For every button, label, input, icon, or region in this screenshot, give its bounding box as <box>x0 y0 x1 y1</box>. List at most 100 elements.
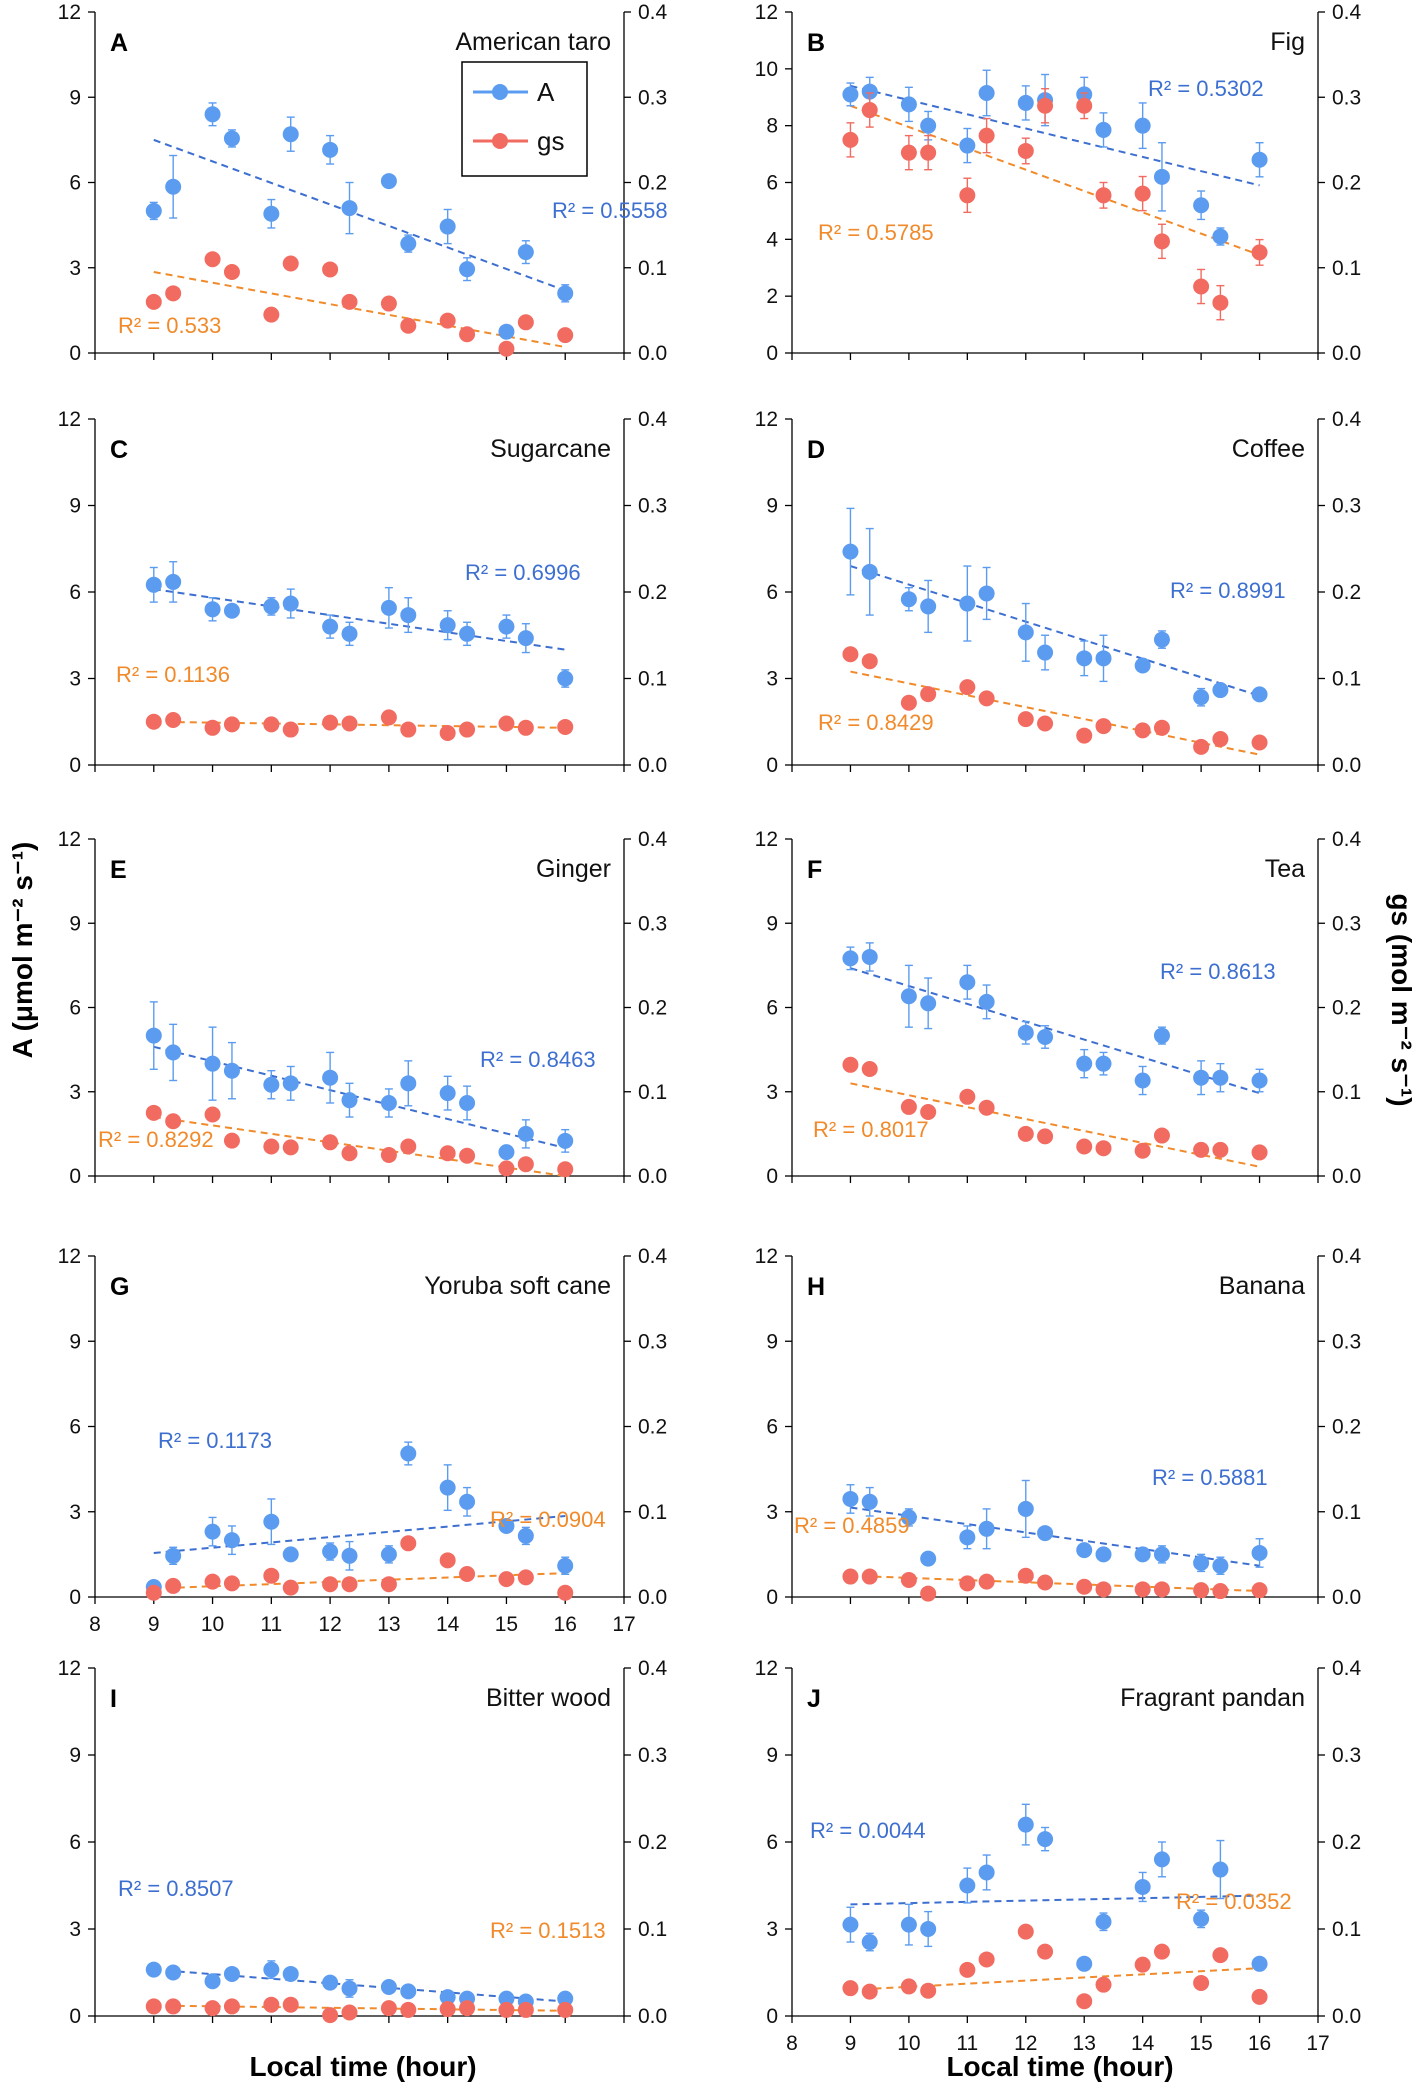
panel-title: American taro <box>455 28 611 56</box>
legend: A gs <box>461 61 588 177</box>
right-tick-label: 0.2 <box>1332 1831 1361 1854</box>
point-a <box>380 599 397 616</box>
point-gs <box>322 261 339 278</box>
point-gs <box>557 718 574 735</box>
point-gs <box>263 306 280 323</box>
panel-title: Fragrant pandan <box>1120 1684 1305 1712</box>
point-gs <box>341 715 358 732</box>
left-tick-label: 12 <box>755 408 778 431</box>
point-a <box>557 285 574 302</box>
right-tick-label: 0.3 <box>638 1330 667 1353</box>
point-a <box>439 1479 456 1496</box>
trend-line-gs <box>153 720 566 729</box>
point-gs <box>223 1575 240 1592</box>
right-tick-label: 0.1 <box>1332 1081 1361 1104</box>
point-gs <box>1037 97 1054 114</box>
x-tick-label: 9 <box>845 2032 857 2055</box>
point-a <box>439 218 456 235</box>
point-gs <box>439 1552 456 1569</box>
point-gs <box>1193 738 1210 755</box>
panel-G: 0 3 6 9 12 0.0 0.1 0.2 0.3 0.4 8 9 10 11 12 13 14 15 16 17 G… <box>58 1245 668 1636</box>
point-gs <box>439 2001 456 2018</box>
left-tick-label: 6 <box>766 172 778 195</box>
point-gs <box>282 255 299 272</box>
left-tick-label: 2 <box>766 285 778 308</box>
point-a <box>557 1990 574 2007</box>
point-gs <box>1153 719 1170 736</box>
panel-letter: J <box>807 1685 821 1713</box>
point-gs <box>282 1579 299 1596</box>
x-tick-label: 17 <box>612 1613 635 1636</box>
x-tick-label: 12 <box>318 1613 341 1636</box>
point-a <box>1212 1861 1229 1878</box>
point-a <box>978 1520 995 1537</box>
point-gs <box>900 1098 917 1115</box>
point-gs <box>439 1145 456 1162</box>
r2-label-a: R² = 0.5558 <box>552 198 668 223</box>
point-a <box>1193 197 1210 214</box>
point-a <box>517 1527 534 1544</box>
right-tick-label: 0.2 <box>1332 172 1361 195</box>
left-tick-label: 12 <box>58 1 81 24</box>
left-tick-label: 3 <box>766 1081 778 1104</box>
point-a <box>1153 1851 1170 1868</box>
right-tick-label: 0.0 <box>638 1586 667 1609</box>
point-a <box>959 974 976 991</box>
point-gs <box>978 127 995 144</box>
panel-title: Ginger <box>536 855 611 883</box>
point-gs <box>322 1576 339 1593</box>
point-a <box>900 1509 917 1526</box>
point-gs <box>498 1160 515 1177</box>
panel-letter: G <box>110 1273 129 1301</box>
left-tick-label: 12 <box>58 1245 81 1268</box>
right-tick-label: 0.4 <box>1332 1245 1362 1268</box>
right-tick-label: 0.1 <box>638 1501 667 1524</box>
point-gs <box>920 1982 937 1999</box>
trend-line-gs <box>153 271 566 349</box>
x-tick-label: 17 <box>1306 2032 1329 2055</box>
point-a <box>1251 1544 1268 1561</box>
left-tick-label: 6 <box>69 1416 81 1439</box>
right-tick-label: 0.1 <box>1332 1501 1361 1524</box>
point-gs <box>1037 1943 1054 1960</box>
point-gs <box>861 1061 878 1078</box>
point-a <box>861 563 878 580</box>
point-gs <box>959 1961 976 1978</box>
point-gs <box>380 1576 397 1593</box>
point-gs <box>322 714 339 731</box>
point-a <box>557 1132 574 1149</box>
point-gs <box>1095 718 1112 735</box>
point-gs <box>900 694 917 711</box>
point-gs <box>223 716 240 733</box>
right-tick-label: 0.4 <box>638 828 668 851</box>
point-a <box>1153 631 1170 648</box>
x-tick-label: 16 <box>554 1613 577 1636</box>
point-gs <box>145 1584 162 1601</box>
trend-line-a <box>153 588 566 651</box>
point-gs <box>1037 1574 1054 1591</box>
point-a <box>1076 1055 1093 1072</box>
x-tick-label: 8 <box>786 2032 798 2055</box>
left-tick-label: 12 <box>58 408 81 431</box>
point-a <box>145 202 162 219</box>
trend-line-a <box>153 1968 566 2003</box>
left-tick-label: 3 <box>69 1918 81 1941</box>
point-gs <box>341 2004 358 2021</box>
left-tick-label: 6 <box>766 581 778 604</box>
r2-label-gs: R² = 0.8429 <box>818 710 934 735</box>
trend-line-gs <box>850 1967 1260 1991</box>
x-tick-label: 14 <box>436 1613 460 1636</box>
point-a <box>400 235 417 252</box>
point-gs <box>1076 1138 1093 1155</box>
r2-label-gs: R² = 0.1136 <box>116 662 230 687</box>
point-a <box>439 617 456 634</box>
r2-label-gs: R² = 0.533 <box>118 313 221 338</box>
point-a <box>204 1523 221 1540</box>
left-tick-label: 3 <box>69 257 81 280</box>
legend-a-marker <box>492 84 508 100</box>
point-a <box>145 1961 162 1978</box>
point-a <box>1017 1024 1034 1041</box>
point-a <box>861 83 878 100</box>
point-gs <box>1212 1947 1229 1964</box>
right-tick-label: 0.4 <box>638 1245 668 1268</box>
